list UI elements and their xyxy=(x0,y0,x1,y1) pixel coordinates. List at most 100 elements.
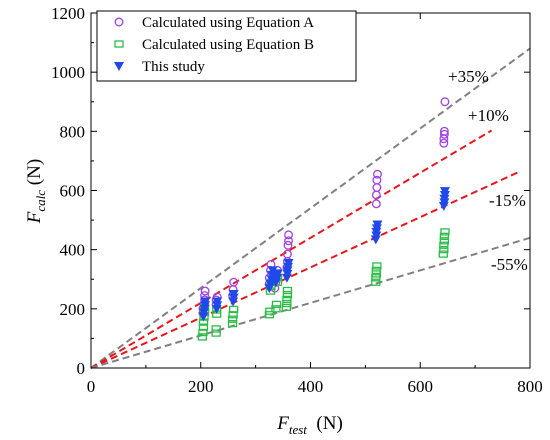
reference-line-label-1: +10% xyxy=(468,106,509,125)
data-point-s1-25 xyxy=(282,299,292,308)
data-point-s2-1 xyxy=(199,308,210,318)
legend: Calculated using Equation A Calculated us… xyxy=(96,10,357,82)
y-tick-label-2: 400 xyxy=(60,241,86,260)
data-point-s2-23 xyxy=(283,258,294,268)
legend-label-2: This study xyxy=(142,59,205,75)
data-point-s0-22 xyxy=(283,249,292,259)
data-point-s0-23 xyxy=(283,240,293,250)
data-point-s2-16 xyxy=(270,278,281,288)
x-tick-label-0: 0 xyxy=(87,377,96,396)
reference-line-1 xyxy=(90,129,493,369)
data-point-s1-28 xyxy=(282,286,293,295)
data-point-s1-14 xyxy=(229,305,239,314)
y-tick-label-6: 1200 xyxy=(51,4,85,23)
data-point-s1-24 xyxy=(281,303,292,312)
legend-label-1: Calculated using Equation B xyxy=(142,37,314,53)
data-point-s2-18 xyxy=(272,269,283,279)
data-point-s2-27 xyxy=(371,224,382,234)
data-point-s2-22 xyxy=(283,262,294,272)
data-point-s1-1 xyxy=(198,328,208,337)
data-point-s0-25 xyxy=(284,230,293,240)
reference-line-3 xyxy=(90,236,531,369)
data-point-s0-26 xyxy=(371,199,381,209)
data-point-s1-27 xyxy=(282,290,293,299)
data-point-s1-38 xyxy=(439,232,450,241)
data-point-s1-8 xyxy=(211,325,221,333)
x-tick-label-4: 800 xyxy=(517,377,543,396)
data-point-s0-33 xyxy=(439,129,449,139)
reference-line-2 xyxy=(90,170,520,369)
series-2 xyxy=(198,187,450,322)
data-point-s2-21 xyxy=(282,266,293,276)
reference-line-label-3: -55% xyxy=(491,255,528,274)
x-tick-label-1: 200 xyxy=(188,377,214,396)
data-point-s2-7 xyxy=(212,297,223,307)
y-tick-label-4: 800 xyxy=(60,122,86,141)
data-point-s2-12 xyxy=(265,279,276,289)
data-point-s2-5 xyxy=(211,304,222,314)
data-point-s2-19 xyxy=(281,273,292,283)
data-point-s2-0 xyxy=(198,312,209,322)
y-axis-title: Fcalc (N) xyxy=(24,159,48,224)
data-point-s1-35 xyxy=(439,246,449,254)
data-point-s1-39 xyxy=(440,228,450,236)
x-tick-label-2: 400 xyxy=(298,377,324,396)
axis-titles: Ftest (N) Fcalc (N) xyxy=(24,159,343,437)
legend-label-0: Calculated using Equation A xyxy=(142,15,314,31)
data-point-s1-37 xyxy=(439,237,450,245)
data-point-s1-26 xyxy=(282,295,292,304)
data-point-s0-11 xyxy=(229,277,239,287)
data-point-s0-29 xyxy=(372,175,382,185)
data-point-s2-26 xyxy=(371,227,382,237)
data-point-s1-7 xyxy=(211,329,221,337)
series-0 xyxy=(198,97,450,318)
reference-line-label-0: +35% xyxy=(448,67,489,86)
data-point-s2-10 xyxy=(228,290,239,300)
data-point-s2-15 xyxy=(267,266,278,276)
data-point-s1-12 xyxy=(227,315,238,323)
data-point-s0-24 xyxy=(284,236,293,246)
data-point-s2-2 xyxy=(199,304,210,314)
data-point-s0-35 xyxy=(440,97,450,107)
data-point-s1-29 xyxy=(371,278,381,286)
y-tick-label-0: 0 xyxy=(77,359,86,378)
y-tick-label-5: 1000 xyxy=(51,63,85,82)
legend-box xyxy=(96,10,357,82)
reference-line-label-2: -15% xyxy=(489,191,526,210)
x-tick-label-3: 600 xyxy=(408,377,434,396)
reference-line-0 xyxy=(90,47,531,369)
data-point-s1-34 xyxy=(438,250,448,258)
data-point-s0-28 xyxy=(372,183,382,192)
data-point-s2-29 xyxy=(438,201,449,211)
data-point-s1-0 xyxy=(197,333,208,341)
data-point-s0-34 xyxy=(439,126,449,136)
data-point-s1-11 xyxy=(227,319,238,328)
legend-marker-0 xyxy=(114,17,124,27)
axes: 0 200 400 600 800 0 200 400 600 800 1000 1200 xyxy=(51,4,543,396)
data-point-s0-5 xyxy=(200,286,210,296)
data-point-s0-27 xyxy=(371,190,381,200)
legend-marker-2 xyxy=(114,62,124,71)
data-point-s2-8 xyxy=(228,297,239,307)
y-tick-label-3: 600 xyxy=(60,182,86,201)
data-point-s2-11 xyxy=(264,284,275,294)
data-point-s1-21 xyxy=(271,300,282,309)
data-points xyxy=(197,97,450,341)
y-tick-label-1: 200 xyxy=(60,300,86,319)
data-point-s0-31 xyxy=(439,138,449,148)
data-point-s2-14 xyxy=(267,270,278,280)
data-point-s2-17 xyxy=(272,273,283,283)
data-point-s1-13 xyxy=(228,311,238,319)
data-point-s2-28 xyxy=(372,220,383,230)
data-point-s2-24 xyxy=(370,235,381,245)
data-point-s2-33 xyxy=(439,187,450,197)
data-point-s1-36 xyxy=(439,241,449,249)
data-point-s1-20 xyxy=(271,305,281,313)
data-point-s1-33 xyxy=(372,262,382,270)
reference-line-labels: +35% +10% -15% -55% xyxy=(448,67,528,274)
data-point-s1-32 xyxy=(371,266,382,275)
legend-marker-1 xyxy=(114,40,124,48)
data-point-s0-30 xyxy=(372,169,382,179)
data-point-s2-4 xyxy=(200,297,211,307)
